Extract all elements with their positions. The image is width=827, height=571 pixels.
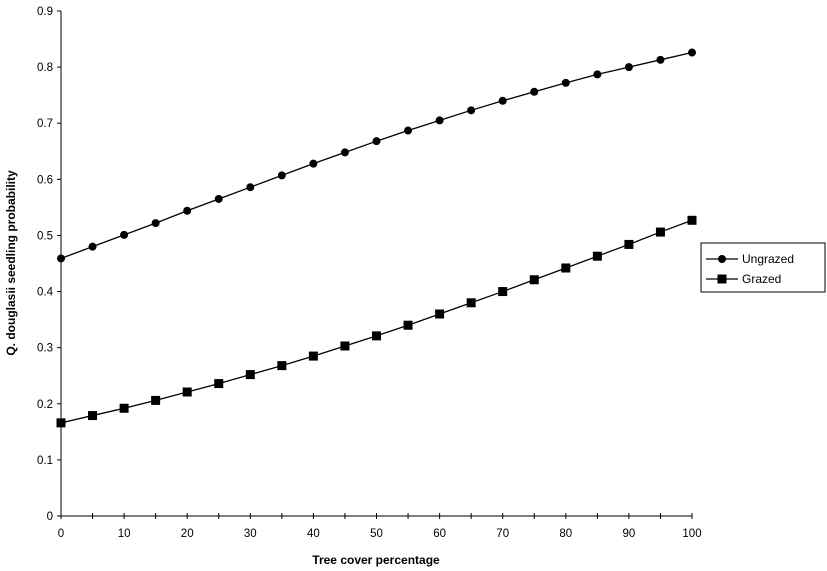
y-axis-title: Q. douglasii seedling probability bbox=[4, 170, 18, 356]
series-line-ungrazed bbox=[60, 51, 693, 260]
data-point-ungrazed bbox=[372, 137, 381, 146]
y-tick-label: 0.7 bbox=[37, 118, 53, 130]
y-tick-label: 0.3 bbox=[37, 343, 53, 355]
data-point-ungrazed bbox=[435, 116, 444, 125]
data-point-grazed bbox=[214, 379, 224, 389]
data-point-ungrazed bbox=[340, 148, 349, 157]
data-point-grazed bbox=[340, 341, 350, 351]
series-grazed bbox=[56, 215, 697, 428]
y-tick-label: 0.1 bbox=[37, 455, 53, 467]
data-point-grazed bbox=[561, 263, 571, 273]
data-point-grazed bbox=[498, 287, 508, 297]
y-tick-label: 0.6 bbox=[37, 174, 53, 186]
x-tick-label: 60 bbox=[433, 528, 446, 540]
data-point-ungrazed bbox=[624, 63, 633, 72]
data-point-grazed bbox=[403, 320, 413, 330]
data-point-ungrazed bbox=[120, 230, 129, 239]
x-tick-label: 40 bbox=[307, 528, 320, 540]
data-point-grazed bbox=[151, 395, 161, 405]
data-point-ungrazed bbox=[151, 219, 160, 228]
y-tick-label: 0.9 bbox=[37, 6, 53, 18]
data-point-grazed bbox=[308, 351, 318, 361]
data-point-ungrazed bbox=[214, 194, 223, 203]
data-point-ungrazed bbox=[404, 126, 413, 135]
data-point-ungrazed bbox=[183, 206, 192, 215]
y-tick-label: 0.4 bbox=[37, 287, 54, 299]
x-tick-label: 20 bbox=[181, 528, 194, 540]
data-point-ungrazed bbox=[656, 55, 665, 64]
legend-box bbox=[700, 242, 826, 293]
data-point-grazed bbox=[372, 331, 381, 341]
legend-label-grazed: Grazed bbox=[742, 272, 781, 286]
legend-marker-grazed bbox=[717, 274, 727, 284]
y-tick-label: 0 bbox=[47, 511, 53, 523]
x-tick-label: 0 bbox=[58, 528, 64, 540]
data-point-grazed bbox=[277, 361, 287, 371]
series-layer bbox=[56, 48, 697, 428]
data-point-ungrazed bbox=[498, 96, 507, 105]
data-point-ungrazed bbox=[246, 183, 255, 192]
x-tick-label: 50 bbox=[370, 528, 383, 540]
legend: Ungrazed Grazed bbox=[700, 242, 826, 293]
y-tick-label: 0.8 bbox=[37, 62, 53, 74]
data-point-ungrazed bbox=[561, 78, 570, 87]
x-tick-label: 30 bbox=[244, 528, 257, 540]
series-ungrazed bbox=[57, 48, 696, 263]
y-tick-label: 0.5 bbox=[37, 230, 53, 242]
y-tick-label: 0.2 bbox=[37, 399, 53, 411]
x-tick-label: 100 bbox=[682, 528, 701, 540]
data-point-ungrazed bbox=[88, 242, 97, 251]
data-point-ungrazed bbox=[309, 159, 318, 168]
data-point-grazed bbox=[624, 239, 634, 249]
data-point-grazed bbox=[435, 309, 445, 319]
data-point-ungrazed bbox=[530, 87, 539, 96]
legend-label-ungrazed: Ungrazed bbox=[742, 252, 794, 266]
data-point-grazed bbox=[56, 418, 66, 428]
x-tick-label: 10 bbox=[118, 528, 131, 540]
data-point-grazed bbox=[119, 403, 129, 413]
data-point-grazed bbox=[592, 251, 602, 261]
series-line-grazed bbox=[60, 219, 693, 424]
x-tick-label: 70 bbox=[496, 528, 509, 540]
data-point-grazed bbox=[182, 387, 192, 397]
y-axis-ticks: 0 0.1 0.2 0.3 0.4 0.5 0.6 0.7 0.8 0.9 bbox=[37, 6, 61, 523]
x-axis-title: Tree cover percentage bbox=[312, 553, 440, 567]
data-point-grazed bbox=[466, 298, 476, 308]
data-point-grazed bbox=[88, 411, 98, 421]
x-axis-ticks: 0 10 20 30 40 50 60 70 80 90 100 bbox=[58, 513, 702, 540]
data-point-grazed bbox=[655, 227, 665, 237]
data-point-ungrazed bbox=[277, 171, 286, 180]
data-point-grazed bbox=[529, 275, 539, 285]
data-point-ungrazed bbox=[593, 70, 602, 79]
x-tick-label: 90 bbox=[623, 528, 636, 540]
data-point-grazed bbox=[245, 370, 255, 380]
legend-marker-ungrazed bbox=[718, 255, 726, 263]
data-point-ungrazed bbox=[57, 254, 65, 263]
data-point-grazed bbox=[687, 215, 697, 225]
x-tick-label: 80 bbox=[559, 528, 572, 540]
data-point-ungrazed bbox=[467, 106, 476, 115]
data-point-ungrazed bbox=[688, 48, 696, 57]
